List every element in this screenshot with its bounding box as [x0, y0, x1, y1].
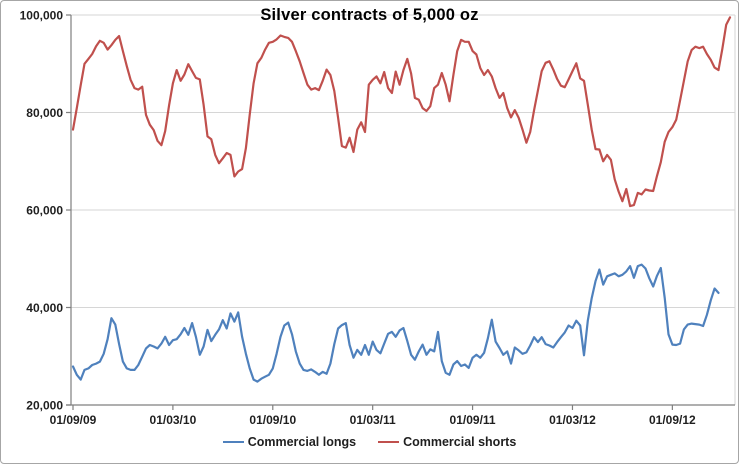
shorts-line-swatch-icon [378, 441, 400, 443]
x-axis-tick-label: 01/09/12 [649, 413, 696, 427]
y-axis-tick-label: 60,000 [26, 204, 63, 218]
x-axis-tick-label: 01/09/11 [450, 413, 496, 427]
commercial-shorts-line [71, 16, 732, 208]
legend-label-shorts: Commercial shorts [403, 435, 517, 449]
x-axis-tick-label: 01/09/09 [50, 413, 97, 427]
x-axis-tick-label: 01/03/10 [150, 413, 197, 427]
y-axis-tick-label: 40,000 [26, 301, 63, 315]
x-axis-tick-label: 01/03/11 [350, 413, 396, 427]
x-axis-tick-label: 01/03/12 [549, 413, 596, 427]
y-axis-tick-label: 20,000 [26, 399, 63, 413]
y-axis-tick-label: 100,000 [20, 9, 64, 23]
legend-item-commercial-shorts[interactable]: Commercial shorts [378, 435, 516, 449]
x-axis-tick-label: 01/09/10 [249, 413, 296, 427]
legend: Commercial longs Commercial shorts [1, 435, 738, 449]
legend-item-commercial-longs[interactable]: Commercial longs [222, 435, 357, 449]
longs-line-swatch-icon [222, 441, 244, 443]
y-axis-tick-label: 80,000 [26, 106, 63, 120]
legend-label-longs: Commercial longs [247, 435, 357, 449]
commercial-longs-line [71, 263, 720, 383]
